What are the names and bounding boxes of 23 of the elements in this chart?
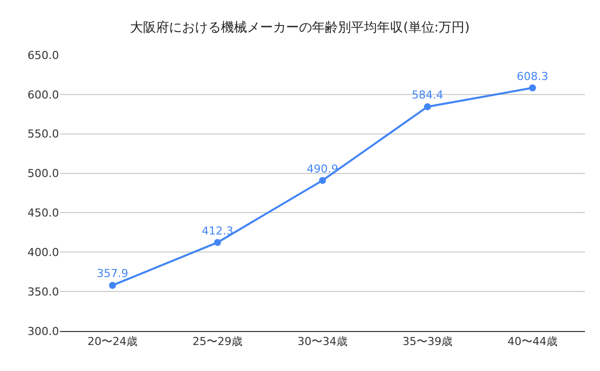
data-label: 584.4 — [412, 88, 444, 102]
y-tick-label: 350.0 — [28, 285, 59, 298]
x-tick-label: 25〜29歳 — [192, 335, 242, 348]
data-label: 412.3 — [202, 224, 234, 238]
y-tick-label: 400.0 — [28, 246, 59, 259]
y-tick-label: 300.0 — [28, 324, 59, 338]
point — [109, 282, 116, 289]
point — [214, 238, 221, 246]
point — [529, 84, 536, 92]
data-label: 357.9 — [96, 267, 128, 280]
y-tick-label: 450.0 — [28, 206, 59, 220]
y-tick-label: 600.0 — [28, 88, 59, 102]
x-tick-label: 30〜34歳 — [298, 335, 348, 348]
y-tick-label: 550.0 — [28, 128, 59, 141]
x-tick-label: 20〜24歳 — [88, 335, 138, 348]
data-label: 608.3 — [516, 70, 548, 83]
chart-title: 大阪府における機械メーカーの年齢別平均年収(単位:万円) — [130, 19, 470, 36]
point — [424, 103, 431, 110]
x-tick-label: 35〜39歳 — [402, 335, 452, 348]
x-tick-label: 40〜44歳 — [508, 335, 558, 348]
y-tick-label: 500.0 — [28, 167, 59, 180]
point — [319, 176, 326, 184]
y-tick-label: 650.0 — [28, 48, 59, 62]
